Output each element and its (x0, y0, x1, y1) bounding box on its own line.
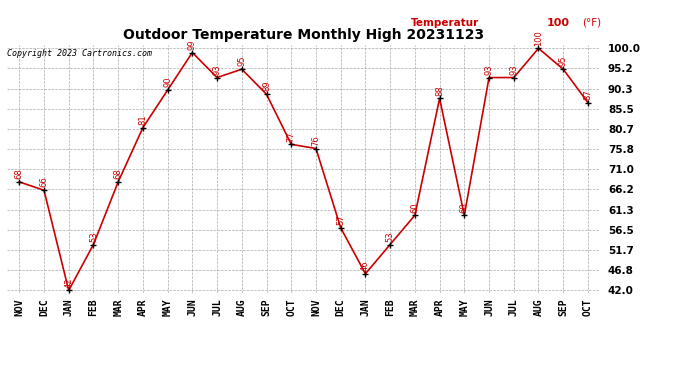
Text: 53: 53 (89, 231, 98, 242)
Text: 42: 42 (64, 277, 73, 288)
Text: 57: 57 (336, 214, 345, 225)
Text: 90: 90 (163, 77, 172, 87)
Text: 53: 53 (386, 231, 395, 242)
Text: 89: 89 (262, 81, 271, 92)
Text: 76: 76 (311, 135, 320, 146)
Text: 60: 60 (411, 202, 420, 213)
Text: (°F): (°F) (582, 18, 602, 28)
Text: 81: 81 (139, 114, 148, 125)
Title: Outdoor Temperature Monthly High 20231123: Outdoor Temperature Monthly High 2023112… (123, 28, 484, 42)
Text: 93: 93 (509, 64, 518, 75)
Text: 68: 68 (14, 168, 23, 179)
Text: 93: 93 (213, 64, 221, 75)
Text: 46: 46 (361, 260, 370, 271)
Text: 77: 77 (287, 131, 296, 141)
Text: 87: 87 (584, 89, 593, 100)
Text: 60: 60 (460, 202, 469, 213)
Text: Copyright 2023 Cartronics.com: Copyright 2023 Cartronics.com (7, 49, 152, 58)
Text: 95: 95 (237, 56, 246, 66)
Text: 100: 100 (547, 18, 570, 28)
Text: 93: 93 (484, 64, 493, 75)
Text: Temperatur: Temperatur (411, 18, 479, 28)
Text: 100: 100 (534, 30, 543, 45)
Text: 99: 99 (188, 39, 197, 50)
Text: 88: 88 (435, 85, 444, 96)
Text: 66: 66 (39, 177, 48, 188)
Text: 95: 95 (559, 56, 568, 66)
Text: 68: 68 (114, 168, 123, 179)
